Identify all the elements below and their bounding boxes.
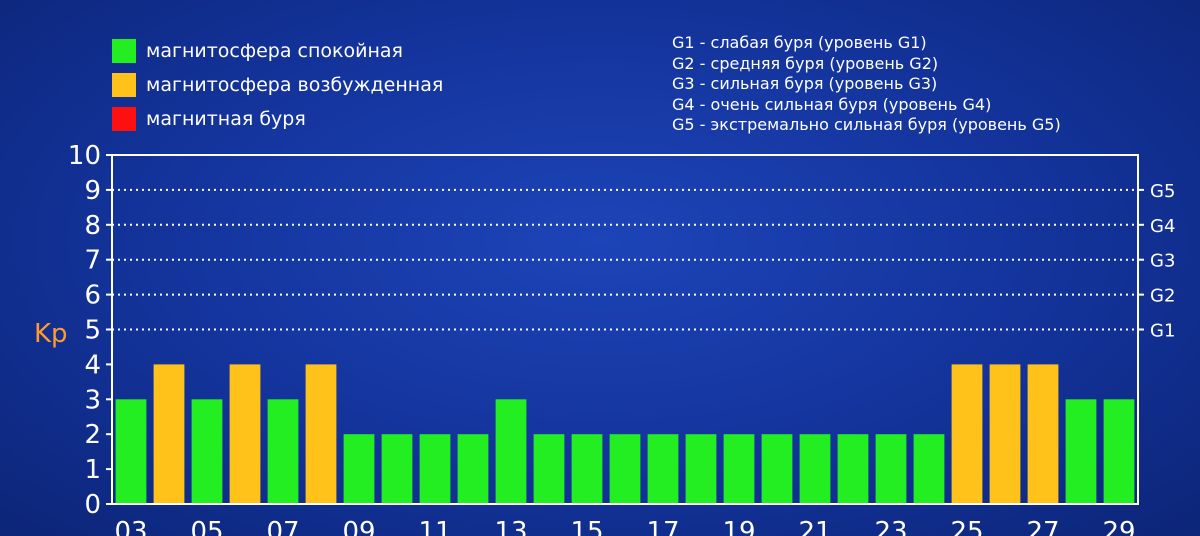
- y-tick-label-0: 0: [84, 490, 101, 520]
- legend-swatch-active: [112, 73, 136, 97]
- bar-26: [989, 364, 1021, 504]
- bar-21: [799, 434, 831, 504]
- bar-03: [115, 399, 147, 504]
- x-tick-label-09: 09: [342, 517, 375, 536]
- x-tick-label-07: 07: [266, 517, 299, 536]
- bar-13: [495, 399, 527, 504]
- bar-10: [381, 434, 413, 504]
- y-tick-label-9: 9: [84, 176, 101, 206]
- legend-item-storm: магнитная буря: [112, 102, 443, 136]
- bar-18: [685, 434, 717, 504]
- y-tick-label-3: 3: [84, 385, 101, 415]
- x-tick-label-03: 03: [114, 517, 147, 536]
- bar-04: [153, 364, 185, 504]
- bar-08: [305, 364, 337, 504]
- bar-20: [761, 434, 793, 504]
- bar-29: [1103, 399, 1135, 504]
- bar-12: [457, 434, 489, 504]
- bar-22: [837, 434, 869, 504]
- y-tick-label-4: 4: [84, 350, 101, 380]
- y-tick-label-8: 8: [84, 211, 101, 241]
- legend-label-active: магнитосфера возбужденная: [146, 74, 444, 96]
- x-tick-label-19: 19: [722, 517, 755, 536]
- y-axis-label: Kp: [34, 319, 68, 349]
- legend-item-active: магнитосфера возбужденная: [112, 68, 443, 102]
- x-tick-label-05: 05: [190, 517, 223, 536]
- bar-15: [571, 434, 603, 504]
- level-g2: G2 - средняя буря (уровень G2): [672, 53, 939, 73]
- storm-levels-legend: G1 - слабая буря (уровень G1) G2 - средн…: [672, 33, 1061, 136]
- legend-label-quiet: магнитосфера спокойная: [146, 40, 403, 62]
- bar-27: [1027, 364, 1059, 504]
- legend-swatch-quiet: [112, 39, 136, 63]
- bar-23: [875, 434, 907, 504]
- y-tick-label-6: 6: [84, 281, 101, 311]
- bar-14: [533, 434, 565, 504]
- bar-09: [343, 434, 375, 504]
- bar-11: [419, 434, 451, 504]
- bar-25: [951, 364, 983, 504]
- bar-07: [267, 399, 299, 504]
- bar-05: [191, 399, 223, 504]
- level-g4: G4 - очень сильная буря (уровень G4): [672, 94, 992, 114]
- right-tick-label-G2: G2: [1150, 286, 1175, 307]
- y-tick-label-1: 1: [84, 455, 101, 485]
- right-tick-label-G1: G1: [1150, 321, 1175, 342]
- level-g1: G1 - слабая буря (уровень G1): [672, 33, 927, 52]
- x-tick-label-17: 17: [646, 517, 679, 536]
- level-g5: G5 - экстремально сильная буря (уровень …: [672, 115, 1061, 134]
- legend-swatch-storm: [112, 107, 136, 131]
- y-tick-label-5: 5: [84, 316, 101, 346]
- bar-28: [1065, 399, 1097, 504]
- bar-16: [609, 434, 641, 504]
- x-tick-label-13: 13: [494, 517, 527, 536]
- x-tick-label-21: 21: [798, 517, 831, 536]
- x-tick-label-29: 29: [1102, 517, 1135, 536]
- x-tick-label-15: 15: [570, 517, 603, 536]
- x-tick-label-23: 23: [874, 517, 907, 536]
- y-tick-label-7: 7: [84, 246, 101, 276]
- x-tick-label-27: 27: [1026, 517, 1059, 536]
- x-tick-label-25: 25: [950, 517, 983, 536]
- y-tick-label-10: 10: [68, 141, 101, 171]
- right-tick-label-G3: G3: [1150, 251, 1175, 272]
- right-tick-label-G5: G5: [1150, 181, 1175, 202]
- legend-label-storm: магнитная буря: [146, 108, 306, 130]
- right-tick-label-G4: G4: [1150, 216, 1175, 237]
- bar-17: [647, 434, 679, 504]
- legend: магнитосфера спокойная магнитосфера возб…: [112, 34, 443, 136]
- x-tick-label-11: 11: [418, 517, 451, 536]
- y-tick-label-2: 2: [84, 420, 101, 450]
- level-g3: G3 - сильная буря (уровень G3): [672, 74, 938, 93]
- bar-19: [723, 434, 755, 504]
- legend-item-quiet: магнитосфера спокойная: [112, 34, 443, 68]
- bar-06: [229, 364, 261, 504]
- bar-24: [913, 434, 945, 504]
